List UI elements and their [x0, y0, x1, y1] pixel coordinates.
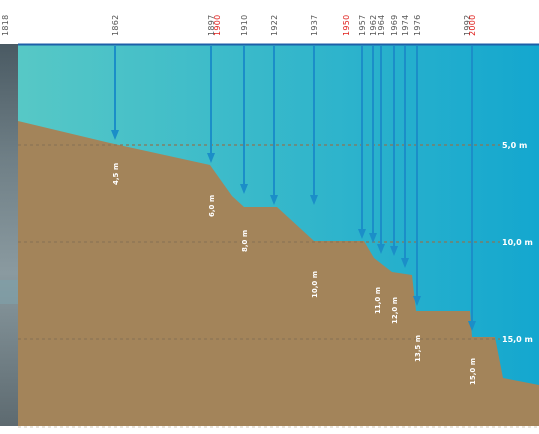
sounding-arrow-head	[240, 184, 248, 194]
depth-measurement-label: 6,0 m	[208, 195, 216, 217]
sounding-arrow-head	[413, 296, 421, 306]
depth-measurement-label: 13,5 m	[414, 335, 422, 362]
sounding-arrow-head	[369, 233, 377, 243]
sounding-arrow-head	[468, 321, 476, 331]
year-label: 1937	[310, 14, 319, 36]
sounding-arrow-head	[111, 130, 119, 140]
seabed-profile	[18, 121, 539, 426]
depth-scale-label: 15,0 m	[502, 335, 533, 344]
sounding-arrow-head	[310, 195, 318, 205]
depth-measurement-label: 15,0 m	[469, 358, 477, 385]
year-label: 1950	[342, 14, 351, 36]
depth-measurement-label: 4,5 m	[112, 163, 120, 185]
year-label: 1818	[1, 14, 10, 36]
depth-scale: 5,0 m 10,0 m 15,0 m	[502, 141, 533, 344]
depth-scale-label: 5,0 m	[502, 141, 527, 150]
depth-measurement-label: 10,0 m	[311, 271, 319, 298]
year-label: 1897	[207, 14, 216, 36]
depth-measurement-label: 12,0 m	[391, 297, 399, 324]
shore-photo-water-band	[0, 280, 18, 304]
year-label: 1969	[390, 14, 399, 36]
depth-labels: 4,5 m 6,0 m 8,0 m 10,0 m 11,0 m 12,0 m 13,5 m 1…	[112, 163, 477, 385]
sounding-arrow-head	[207, 153, 215, 163]
year-label: 1992	[463, 14, 472, 36]
header-strip	[0, 0, 539, 44]
sounding-arrows	[111, 46, 476, 331]
shore-photo	[0, 44, 18, 426]
depth-measurement-label: 11,0 m	[374, 287, 382, 314]
year-label: 1910	[240, 14, 249, 36]
sounding-arrow-head	[377, 244, 385, 254]
year-label: 1922	[270, 14, 279, 36]
depth-scale-label: 10,0 m	[502, 238, 533, 247]
year-label: 2000	[468, 14, 477, 36]
sounding-arrow-head	[358, 229, 366, 239]
year-label: 1962	[369, 14, 378, 36]
year-label: 1862	[111, 14, 120, 36]
sounding-arrow-head	[401, 258, 409, 268]
year-label: 1964	[377, 14, 386, 36]
year-label: 1900	[213, 14, 222, 36]
year-label: 1957	[358, 14, 367, 36]
depth-measurement-label: 8,0 m	[241, 230, 249, 252]
year-label: 1976	[413, 14, 422, 36]
sounding-arrow-head	[390, 246, 398, 256]
sounding-arrow-head	[270, 195, 278, 205]
year-label: 1974	[401, 14, 410, 36]
depth-gridlines	[18, 144, 500, 340]
